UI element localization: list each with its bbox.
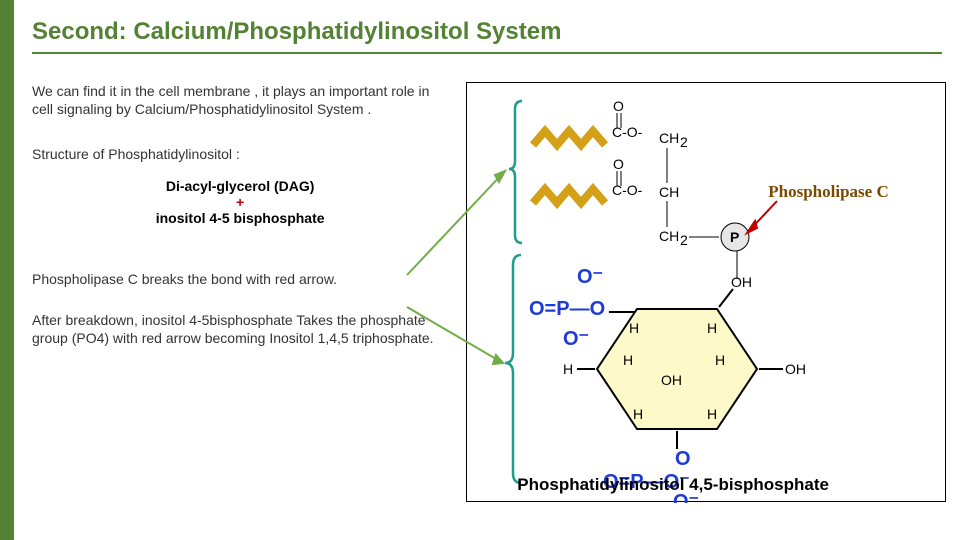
svg-text:H: H <box>623 352 633 368</box>
fatty-acid-1: C-O- O CH 2 <box>533 98 688 183</box>
svg-text:CH: CH <box>659 184 679 200</box>
svg-text:O: O <box>613 98 624 114</box>
svg-text:2: 2 <box>680 232 688 248</box>
svg-text:2: 2 <box>680 134 688 150</box>
svg-text:O: O <box>675 448 691 470</box>
ring-top-right: OH <box>719 251 752 307</box>
para-breakdown: After breakdown, inositol 4-5bisphosphat… <box>32 311 448 347</box>
svg-text:H: H <box>707 406 717 422</box>
dag-block: Di-acyl-glycerol (DAG) + inositol 4-5 bi… <box>32 178 448 226</box>
svg-text:H: H <box>563 361 573 377</box>
svg-text:CH: CH <box>659 130 679 146</box>
svg-text:OH: OH <box>785 361 806 377</box>
molecule-figure: C-O- O CH 2 C-O- <box>466 82 946 502</box>
ring-right-oh: OH <box>759 361 806 377</box>
accent-bar <box>0 0 14 540</box>
figure-caption: Phosphatidylinositol 4,5-bisphosphate <box>517 475 829 495</box>
glycerol-ch2: CH 2 P <box>659 223 749 251</box>
fatty-acid-2: C-O- O CH <box>533 156 679 227</box>
ring-left-h: H <box>563 361 595 377</box>
intro-text: We can find it in the cell membrane , it… <box>32 82 448 118</box>
molecule-svg: C-O- O CH 2 C-O- <box>467 83 947 503</box>
svg-text:O⁻: O⁻ <box>577 266 603 288</box>
figure-column: C-O- O CH 2 C-O- <box>466 82 942 512</box>
plc-arrow-icon <box>747 201 777 233</box>
dag-bracket-icon <box>509 101 522 243</box>
page-title: Second: Calcium/Phosphatidylinositol Sys… <box>32 18 942 54</box>
svg-text:CH: CH <box>659 228 679 244</box>
inositol-ring: H H H H OH H H <box>597 309 757 429</box>
dag-label: Di-acyl-glycerol (DAG) <box>32 178 448 194</box>
text-column: We can find it in the cell membrane , it… <box>32 82 448 512</box>
svg-text:H: H <box>715 352 725 368</box>
para-plc: Phospholipase C breaks the bond with red… <box>32 270 448 288</box>
inositol-bracket-icon <box>505 255 521 483</box>
svg-text:H: H <box>633 406 643 422</box>
svg-text:H: H <box>629 320 639 336</box>
svg-text:OH: OH <box>661 372 682 388</box>
svg-text:O⁻: O⁻ <box>563 328 589 350</box>
svg-text:H: H <box>707 320 717 336</box>
slide-content: Second: Calcium/Phosphatidylinositol Sys… <box>14 0 960 540</box>
svg-text:O: O <box>613 156 624 172</box>
plus-sign: + <box>32 194 448 210</box>
svg-text:P: P <box>730 229 739 245</box>
structure-subhead: Structure of Phosphatidylinositol : <box>32 146 448 162</box>
svg-text:O=P—O: O=P—O <box>529 298 605 320</box>
svg-text:OH: OH <box>731 274 752 290</box>
plc-label: Phospholipase C <box>768 182 888 202</box>
inositol-label: inositol 4-5 bisphosphate <box>32 210 448 226</box>
